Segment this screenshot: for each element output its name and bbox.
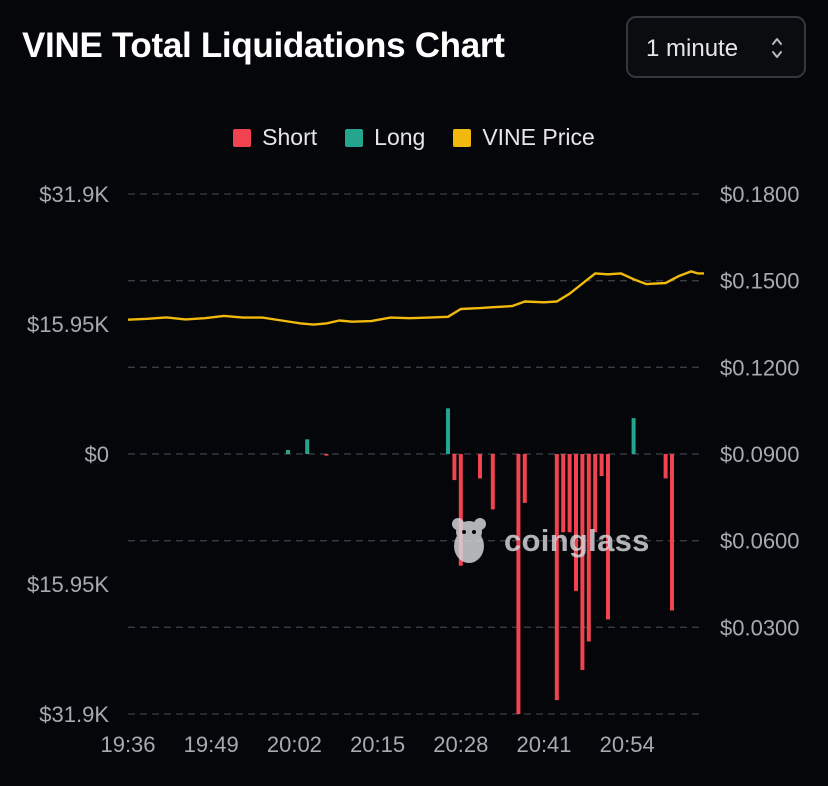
left-axis-tick-label: $15.95K xyxy=(27,572,109,597)
right-axis-tick-label: $0.0300 xyxy=(720,615,800,640)
short-liquidation-bar xyxy=(580,454,585,670)
long-liquidation-bar xyxy=(446,408,450,454)
short-liquidation-bar xyxy=(561,454,566,533)
legend-label-short: Short xyxy=(262,124,318,150)
coinglass-logo-icon xyxy=(452,518,486,563)
long-liquidation-bar xyxy=(305,439,310,454)
x-axis-tick-label: 19:36 xyxy=(100,732,155,757)
short-liquidation-bar xyxy=(522,454,527,503)
left-axis-tick-label: $15.95K xyxy=(27,312,109,337)
legend-label-long: Long xyxy=(374,124,426,150)
short-liquidation-bar xyxy=(554,454,559,701)
legend-swatch-long xyxy=(345,128,364,147)
short-liquidation-bar xyxy=(490,454,495,510)
short-liquidation-bar xyxy=(663,454,668,479)
chart-legend: Short Long VINE Price xyxy=(0,124,828,151)
x-axis-tick-label: 20:41 xyxy=(516,732,571,757)
right-axis-tick-label: $0.0900 xyxy=(720,442,800,467)
coinglass-watermark: coinglass xyxy=(448,516,650,566)
x-axis-tick-label: 20:02 xyxy=(267,732,322,757)
right-axis-tick-label: $0.1800 xyxy=(720,182,800,207)
short-liquidation-bar xyxy=(567,454,572,533)
price-line xyxy=(127,270,704,326)
short-liquidation-bar xyxy=(599,454,604,477)
legend-swatch-short xyxy=(233,128,252,147)
short-liquidation-bar xyxy=(458,454,463,566)
left-axis-tick-label: $0 xyxy=(85,442,109,467)
right-axis-tick-label: $0.0600 xyxy=(720,529,800,554)
x-axis-tick-label: 20:28 xyxy=(433,732,488,757)
x-axis-tick-label: 20:15 xyxy=(350,732,405,757)
short-liquidation-bar xyxy=(478,454,482,479)
legend-item-long[interactable]: Long xyxy=(345,124,425,151)
legend-item-short[interactable]: Short xyxy=(233,124,317,151)
legend-label-price: VINE Price xyxy=(482,124,595,150)
short-liquidation-bar xyxy=(574,454,578,591)
short-liquidation-bar xyxy=(586,454,591,642)
right-axis-tick-label: $0.1200 xyxy=(720,355,800,380)
short-liquidation-bar xyxy=(593,454,598,533)
interval-select[interactable]: 1 minute xyxy=(626,16,806,78)
x-axis-tick-label: 20:54 xyxy=(600,732,655,757)
left-axis-tick-label: $31.9K xyxy=(39,702,109,727)
short-liquidation-bar xyxy=(324,454,329,456)
short-liquidation-bar xyxy=(606,454,610,620)
interval-select-value: 1 minute xyxy=(646,35,739,62)
legend-item-price[interactable]: VINE Price xyxy=(453,124,595,151)
x-axis-tick-label: 19:49 xyxy=(184,732,239,757)
short-liquidation-bar xyxy=(670,454,674,611)
short-liquidation-bar xyxy=(452,454,457,481)
left-axis-tick-label: $31.9K xyxy=(39,182,109,207)
legend-swatch-price xyxy=(453,128,472,147)
short-liquidation-bar xyxy=(516,454,521,714)
watermark-text: coinglass xyxy=(504,523,650,558)
right-axis-tick-label: $0.1500 xyxy=(720,269,800,294)
chevron-up-down-icon xyxy=(772,38,782,58)
long-liquidation-bar xyxy=(286,449,290,454)
page-title: VINE Total Liquidations Chart xyxy=(22,26,505,65)
long-liquidation-bar xyxy=(631,418,636,454)
